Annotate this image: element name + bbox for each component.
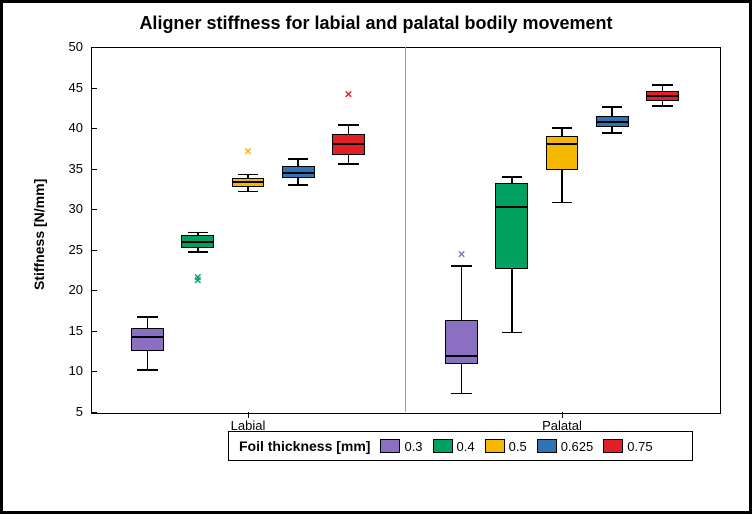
y-tick xyxy=(91,209,97,210)
legend-item-0.75: 0.75 xyxy=(603,439,652,454)
legend: Foil thickness [mm] 0.3 0.4 0.5 0.625 0.75 xyxy=(228,431,693,461)
y-tick xyxy=(91,169,97,170)
y-tick xyxy=(91,290,97,291)
legend-title: Foil thickness [mm] xyxy=(239,438,370,454)
y-tick-label: 25 xyxy=(43,242,83,257)
legend-item-0.625: 0.625 xyxy=(537,439,594,454)
legend-label: 0.4 xyxy=(457,439,475,454)
y-tick xyxy=(91,412,97,413)
legend-swatch xyxy=(485,439,505,453)
outlier: × xyxy=(458,247,466,260)
legend-swatch xyxy=(433,439,453,453)
y-tick-label: 50 xyxy=(43,39,83,54)
legend-label: 0.625 xyxy=(561,439,594,454)
y-tick-label: 15 xyxy=(43,323,83,338)
outlier: × xyxy=(244,144,252,157)
y-axis-label: Stiffness [N/mm] xyxy=(31,178,47,289)
legend-swatch xyxy=(380,439,400,453)
legend-item-0.5: 0.5 xyxy=(485,439,527,454)
y-tick-label: 35 xyxy=(43,161,83,176)
category-separator xyxy=(405,47,406,412)
y-tick xyxy=(91,88,97,89)
y-tick xyxy=(91,250,97,251)
y-tick xyxy=(91,47,97,48)
x-tick xyxy=(248,412,249,418)
legend-label: 0.75 xyxy=(627,439,652,454)
plot-area xyxy=(91,47,721,414)
outlier: × xyxy=(345,88,353,101)
category-label: Palatal xyxy=(542,418,582,433)
legend-item-0.4: 0.4 xyxy=(433,439,475,454)
category-label: Labial xyxy=(231,418,266,433)
legend-swatch xyxy=(537,439,557,453)
legend-label: 0.5 xyxy=(509,439,527,454)
y-tick-label: 40 xyxy=(43,120,83,135)
y-tick-label: 45 xyxy=(43,80,83,95)
y-tick xyxy=(91,371,97,372)
y-tick-label: 5 xyxy=(43,404,83,419)
y-tick xyxy=(91,331,97,332)
y-tick-label: 30 xyxy=(43,201,83,216)
legend-item-0.3: 0.3 xyxy=(380,439,422,454)
chart-frame: Aligner stiffness for labial and palatal… xyxy=(0,0,752,514)
outlier: × xyxy=(194,270,202,283)
chart-title: Aligner stiffness for labial and palatal… xyxy=(3,13,749,34)
y-tick xyxy=(91,128,97,129)
x-tick xyxy=(562,412,563,418)
y-tick-label: 20 xyxy=(43,282,83,297)
legend-swatch xyxy=(603,439,623,453)
legend-label: 0.3 xyxy=(404,439,422,454)
y-tick-label: 10 xyxy=(43,363,83,378)
